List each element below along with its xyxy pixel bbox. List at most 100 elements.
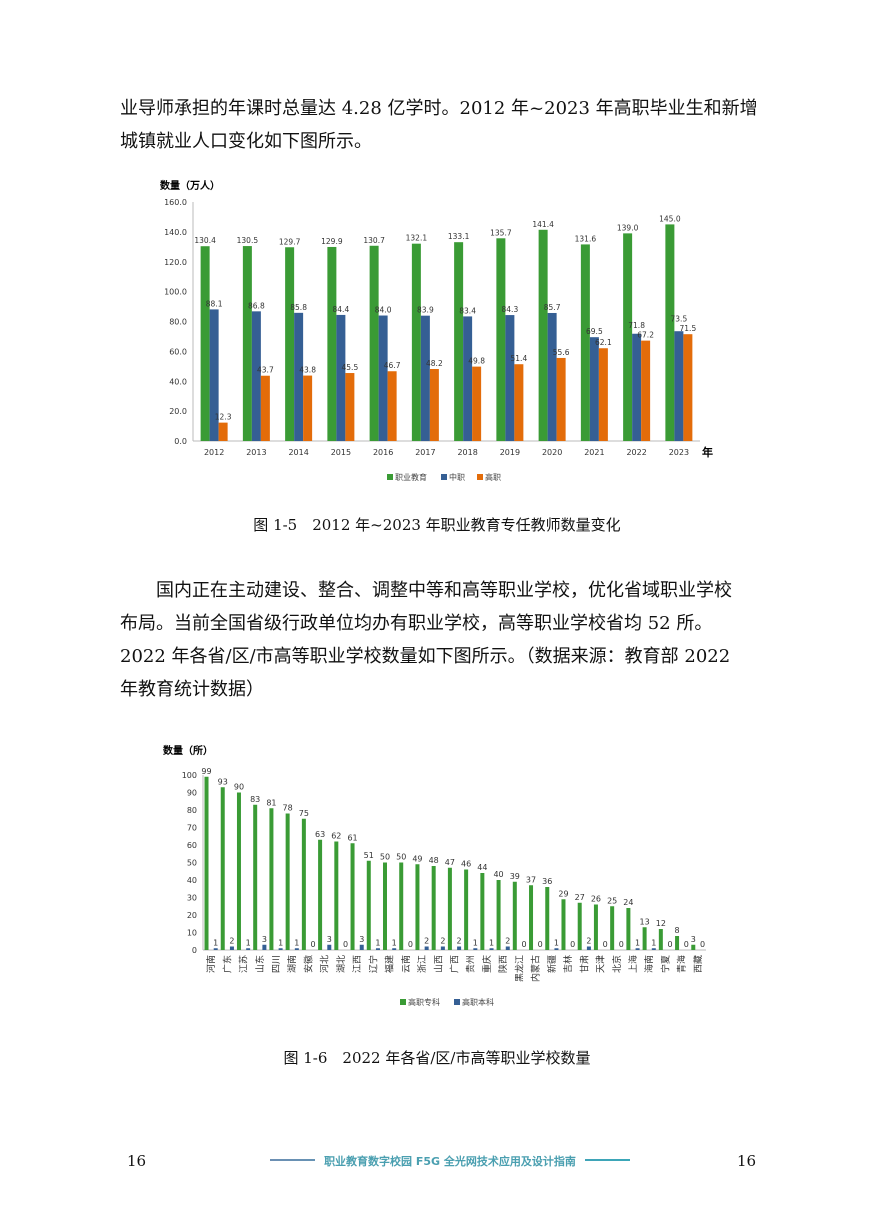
paragraph-1: 业导师承担的年课时总量达 4.28 亿学时。2012 年~2023 年高职毕业生… — [120, 92, 770, 158]
data-label: 46 — [461, 860, 471, 869]
y-tick-label: 80 — [187, 806, 197, 815]
text-line: 2022 年各省/区/市高等职业学校数量如下图所示。（数据来源：教育部 2022 — [120, 646, 731, 667]
data-label: 1 — [213, 938, 218, 947]
x-tick-label: 2021 — [584, 448, 604, 457]
bar — [454, 242, 464, 441]
paragraph-2-cont: 布局。当前全国省级行政单位均办有职业学校，高等职业学校省均 52 所。 2022… — [120, 607, 770, 706]
data-label: 1 — [392, 938, 397, 947]
data-label: 86.8 — [248, 301, 265, 310]
x-tick-label: 四川 — [272, 955, 282, 973]
data-label: 135.7 — [490, 228, 512, 237]
data-label: 139.0 — [617, 223, 639, 232]
bar — [431, 866, 436, 950]
bar — [496, 238, 506, 441]
legend-label: 职业教育 — [395, 472, 427, 482]
bar — [213, 948, 218, 950]
y-tick-label: 40 — [187, 876, 197, 885]
data-label: 40 — [493, 870, 503, 879]
x-tick-label: 天津 — [596, 955, 607, 973]
data-label: 62.1 — [595, 338, 612, 347]
data-label: 25 — [607, 896, 617, 905]
bar — [464, 869, 469, 950]
data-label: 90 — [234, 783, 244, 792]
data-label: 37 — [526, 875, 536, 884]
data-label: 3 — [359, 935, 364, 944]
x-tick-label: 安徽 — [302, 955, 314, 973]
bar — [366, 860, 371, 950]
bar — [350, 843, 355, 950]
data-label: 43.8 — [299, 366, 316, 375]
x-tick-label: 2023 — [669, 448, 689, 457]
data-label: 71.5 — [680, 324, 697, 333]
bar — [294, 312, 304, 441]
x-tick-label: 浙江 — [416, 955, 428, 973]
text-line: 年教育统计数据） — [120, 679, 264, 700]
bar — [457, 946, 462, 950]
x-axis-title: 年 — [702, 445, 713, 459]
data-label: 3 — [327, 935, 332, 944]
legend-swatch — [441, 474, 447, 480]
data-label: 69.5 — [586, 327, 603, 336]
bar — [598, 348, 608, 441]
x-tick-label: 内蒙古 — [530, 955, 542, 982]
paragraph-2: 国内正在主动建设、整合、调整中等和高等职业学校，优化省域职业学校 — [120, 574, 770, 607]
text-line: 布局。当前全国省级行政单位均办有职业学校，高等职业学校省均 52 所。 — [120, 613, 713, 634]
bar — [489, 948, 494, 950]
data-label: 1 — [294, 938, 299, 947]
bar — [334, 841, 339, 950]
x-tick-label: 广东 — [221, 955, 233, 973]
bar — [369, 245, 379, 441]
x-tick-label: 海南 — [643, 955, 655, 973]
bar — [561, 899, 566, 950]
bar — [218, 422, 228, 441]
data-label: 2 — [440, 937, 445, 946]
x-tick-label: 青海 — [676, 955, 688, 973]
legend-label: 中职 — [449, 472, 465, 482]
bar — [429, 369, 439, 441]
data-label: 26 — [591, 895, 601, 904]
x-tick-label: 2015 — [331, 448, 351, 457]
y-tick-label: 100.0 — [164, 288, 187, 297]
bar — [658, 929, 663, 950]
bar — [387, 371, 397, 441]
legend-label: 高职本科 — [462, 997, 494, 1007]
data-label: 81 — [266, 798, 276, 807]
bar — [496, 880, 501, 950]
data-label: 67.2 — [637, 331, 654, 340]
x-tick-label: 吉林 — [562, 955, 574, 973]
data-label: 1 — [278, 938, 283, 947]
data-label: 0 — [343, 940, 348, 949]
data-label: 0 — [408, 940, 413, 949]
bar — [691, 944, 696, 950]
x-tick-label: 河南 — [205, 955, 217, 973]
data-label: 1 — [375, 938, 380, 947]
y-tick-label: 160.0 — [164, 198, 187, 207]
data-label: 130.4 — [194, 236, 216, 245]
x-tick-label: 黑龙江 — [513, 955, 525, 982]
bar — [545, 887, 550, 950]
data-label: 1 — [554, 938, 559, 947]
data-label: 27 — [575, 893, 585, 902]
data-label: 130.5 — [237, 236, 259, 245]
data-label: 0 — [603, 940, 608, 949]
bar — [556, 357, 566, 441]
bar — [285, 813, 290, 950]
bar — [375, 948, 380, 950]
bar — [336, 314, 346, 441]
data-label: 85.8 — [290, 303, 307, 312]
y-tick-label: 140.0 — [164, 228, 187, 237]
bar — [236, 792, 241, 950]
bar — [554, 948, 559, 950]
data-label: 55.6 — [553, 348, 570, 357]
x-tick-label: 云南 — [400, 955, 412, 973]
data-label: 1 — [489, 938, 494, 947]
bar — [327, 944, 332, 950]
x-tick-label: 西藏 — [692, 955, 704, 973]
bar — [359, 944, 364, 950]
bar — [378, 315, 388, 441]
data-label: 83.4 — [459, 306, 476, 315]
data-label: 145.0 — [659, 214, 681, 223]
data-label: 2 — [229, 937, 234, 946]
data-label: 0 — [619, 940, 624, 949]
data-label: 63 — [315, 830, 325, 839]
